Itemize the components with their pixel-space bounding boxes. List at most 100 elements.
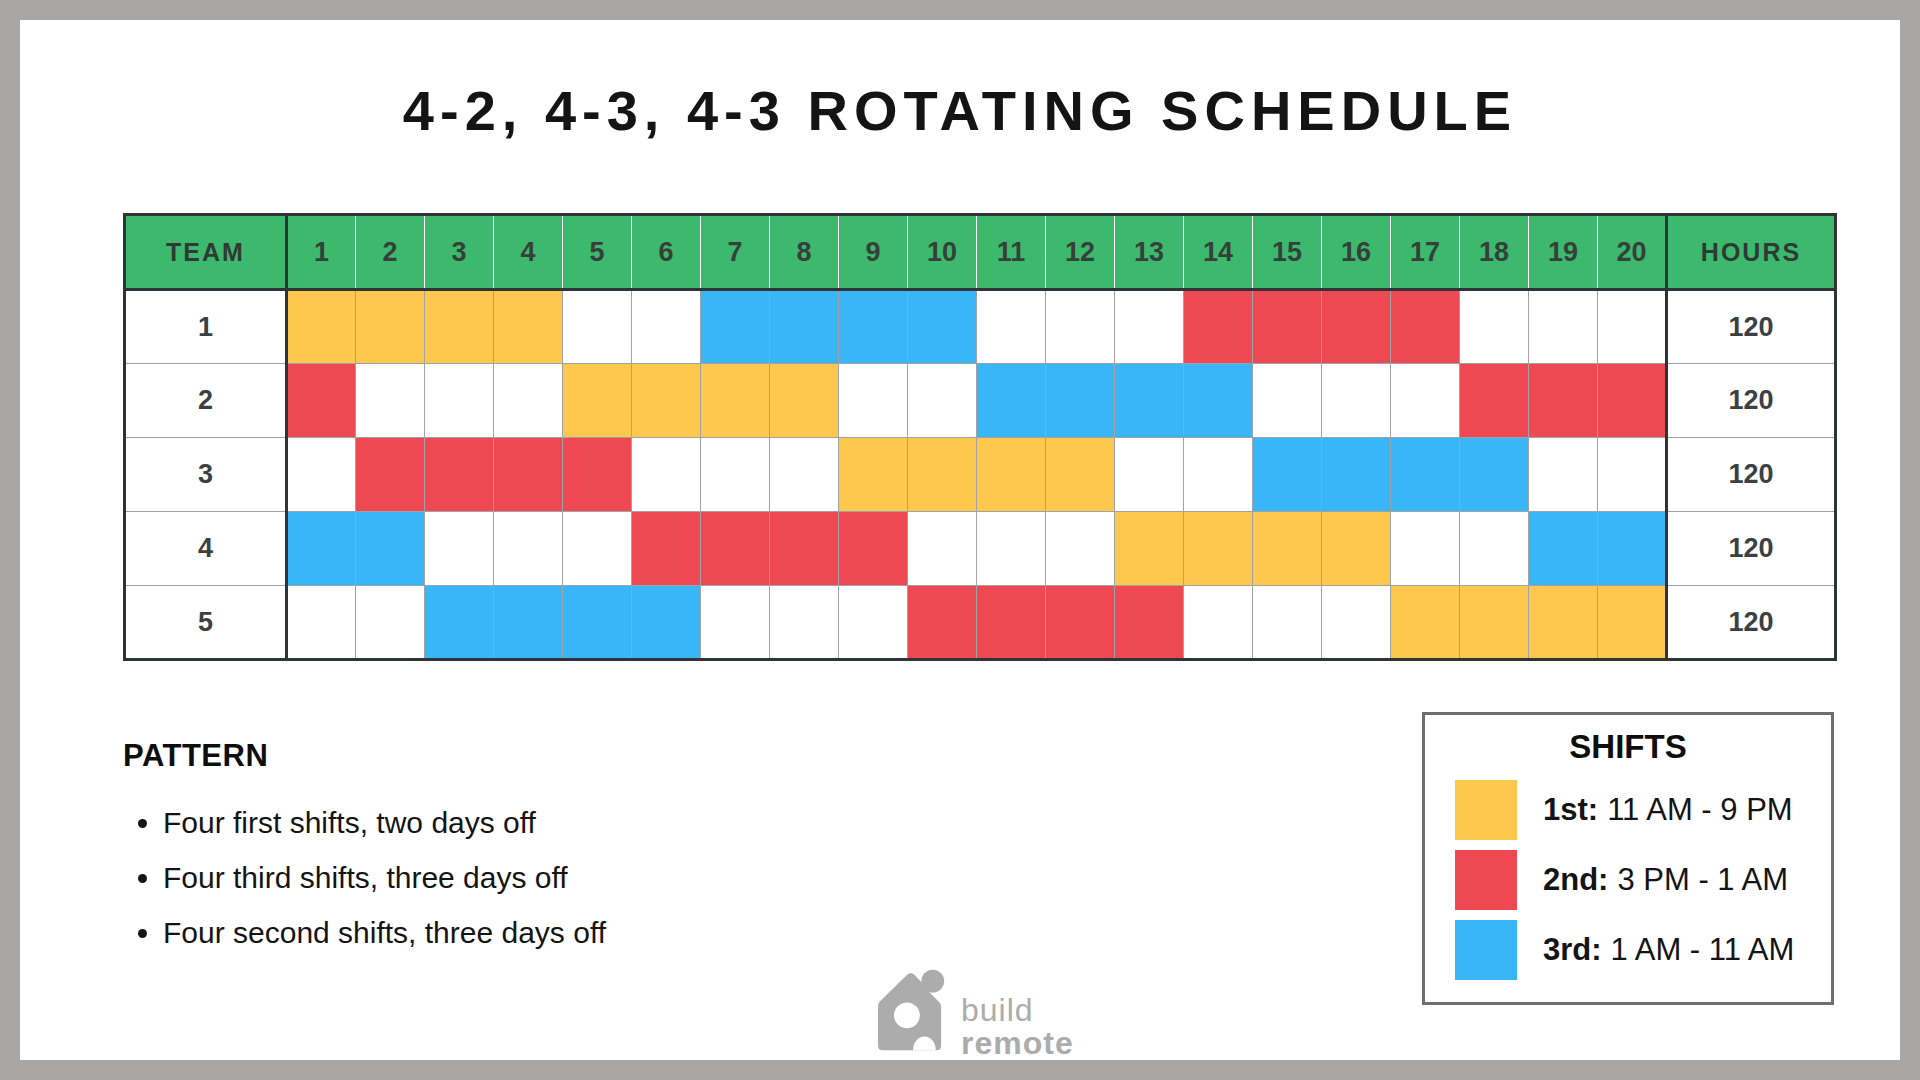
shift-cell-2nd xyxy=(356,438,425,512)
team-number-cell: 4 xyxy=(125,512,287,586)
hours-value-cell: 120 xyxy=(1667,438,1836,512)
shift-cell-2nd xyxy=(425,438,494,512)
shift-cell-2nd xyxy=(1322,290,1391,364)
day-off-cell xyxy=(425,512,494,586)
shift-cell-3rd xyxy=(632,586,701,660)
day-header-cell: 1 xyxy=(287,215,356,290)
buildremote-house-icon xyxy=(875,968,951,1052)
day-off-cell xyxy=(1253,586,1322,660)
day-header-cell: 12 xyxy=(1046,215,1115,290)
shift-cell-2nd xyxy=(632,512,701,586)
shift-cell-3rd xyxy=(1322,438,1391,512)
shift-cell-2nd xyxy=(1391,290,1460,364)
day-off-cell xyxy=(1460,290,1529,364)
day-off-cell xyxy=(1460,512,1529,586)
pattern-bullet: Four second shifts, three days off xyxy=(163,916,606,950)
shift-cell-3rd xyxy=(1253,438,1322,512)
day-off-cell xyxy=(494,364,563,438)
hours-value-cell: 120 xyxy=(1667,586,1836,660)
day-off-cell xyxy=(425,364,494,438)
legend-row-3rd: 3rd:1 AM - 11 AM xyxy=(1455,920,1831,980)
pattern-heading: PATTERN xyxy=(123,738,606,774)
day-off-cell xyxy=(1391,512,1460,586)
day-off-cell xyxy=(908,364,977,438)
logo-text-remote: remote xyxy=(961,1027,1074,1060)
day-off-cell xyxy=(977,290,1046,364)
page-title: 4-2, 4-3, 4-3 ROTATING SCHEDULE xyxy=(20,78,1900,143)
shift-cell-1st xyxy=(287,290,356,364)
shift-cell-2nd xyxy=(1460,364,1529,438)
shift-cell-2nd xyxy=(1046,586,1115,660)
team-number-cell: 2 xyxy=(125,364,287,438)
shift-cell-3rd xyxy=(839,290,908,364)
shift-cell-3rd xyxy=(1184,364,1253,438)
shift-cell-3rd xyxy=(701,290,770,364)
day-header-cell: 15 xyxy=(1253,215,1322,290)
legend-label: 3rd:1 AM - 11 AM xyxy=(1543,932,1794,968)
shift-cell-1st xyxy=(563,364,632,438)
shift-cell-3rd xyxy=(1391,438,1460,512)
shift-cell-1st xyxy=(1046,438,1115,512)
shift-cell-1st xyxy=(1529,586,1598,660)
day-off-cell xyxy=(632,290,701,364)
shift-cell-3rd xyxy=(977,364,1046,438)
day-off-cell xyxy=(1322,364,1391,438)
day-off-cell xyxy=(1598,290,1667,364)
team-row: 3120 xyxy=(125,438,1836,512)
shift-cell-3rd xyxy=(770,290,839,364)
shift-cell-2nd xyxy=(977,586,1046,660)
hours-column-header: HOURS xyxy=(1667,215,1836,290)
day-header-cell: 11 xyxy=(977,215,1046,290)
day-off-cell xyxy=(1598,438,1667,512)
hours-value-cell: 120 xyxy=(1667,290,1836,364)
team-row: 1120 xyxy=(125,290,1836,364)
legend-label-bold: 2nd: xyxy=(1543,862,1608,897)
shift-cell-3rd xyxy=(287,512,356,586)
second-shift-color-swatch xyxy=(1455,850,1517,910)
day-off-cell xyxy=(1529,438,1598,512)
schedule-table-container: TEAM1234567891011121314151617181920HOURS… xyxy=(123,213,1837,661)
shift-cell-3rd xyxy=(494,586,563,660)
pattern-bullet: Four first shifts, two days off xyxy=(163,806,606,840)
day-off-cell xyxy=(1184,586,1253,660)
buildremote-wordmark: build remote xyxy=(961,994,1074,1059)
shift-cell-1st xyxy=(356,290,425,364)
legend-label: 2nd:3 PM - 1 AM xyxy=(1543,862,1788,898)
shift-cell-2nd xyxy=(1115,586,1184,660)
shift-cell-3rd xyxy=(1598,512,1667,586)
first-shift-color-swatch xyxy=(1455,780,1517,840)
day-off-cell xyxy=(1322,586,1391,660)
pattern-section: PATTERN Four first shifts, two days off … xyxy=(123,738,606,971)
shift-cell-3rd xyxy=(563,586,632,660)
shift-cell-3rd xyxy=(425,586,494,660)
legend-row-1st: 1st:11 AM - 9 PM xyxy=(1455,780,1831,840)
day-off-cell xyxy=(1046,512,1115,586)
hours-value-cell: 120 xyxy=(1667,364,1836,438)
day-off-cell xyxy=(839,586,908,660)
day-off-cell xyxy=(701,438,770,512)
shift-cell-3rd xyxy=(1046,364,1115,438)
day-header-cell: 16 xyxy=(1322,215,1391,290)
shift-cell-3rd xyxy=(1460,438,1529,512)
shift-cell-1st xyxy=(1598,586,1667,660)
day-off-cell xyxy=(1529,290,1598,364)
shift-cell-2nd xyxy=(1184,290,1253,364)
day-header-cell: 14 xyxy=(1184,215,1253,290)
team-number-cell: 5 xyxy=(125,586,287,660)
day-header-cell: 3 xyxy=(425,215,494,290)
legend-time: 1 AM - 11 AM xyxy=(1611,932,1795,967)
shift-cell-1st xyxy=(839,438,908,512)
day-off-cell xyxy=(1046,290,1115,364)
pattern-list: Four first shifts, two days off Four thi… xyxy=(123,806,606,950)
shift-cell-1st xyxy=(1184,512,1253,586)
shift-cell-1st xyxy=(908,438,977,512)
shift-cell-2nd xyxy=(1598,364,1667,438)
day-off-cell xyxy=(770,438,839,512)
shift-cell-2nd xyxy=(770,512,839,586)
shift-cell-2nd xyxy=(1529,364,1598,438)
day-header-cell: 4 xyxy=(494,215,563,290)
shift-cell-2nd xyxy=(1253,290,1322,364)
day-header-cell: 7 xyxy=(701,215,770,290)
day-header-cell: 20 xyxy=(1598,215,1667,290)
day-off-cell xyxy=(563,290,632,364)
